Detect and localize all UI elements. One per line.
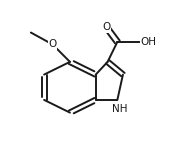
Text: NH: NH — [112, 104, 127, 114]
Text: O: O — [48, 39, 57, 49]
Text: OH: OH — [140, 37, 156, 47]
Text: O: O — [102, 22, 110, 32]
